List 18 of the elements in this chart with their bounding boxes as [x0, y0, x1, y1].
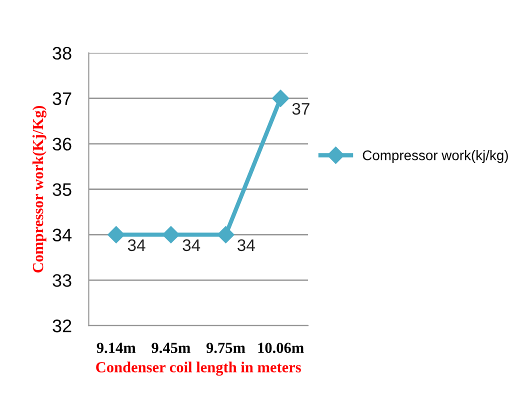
y-tick-label: 37: [52, 92, 72, 106]
data-label: 37: [292, 102, 310, 115]
x-tick-label: 9.14m: [96, 342, 136, 354]
y-tick-label: 38: [52, 46, 72, 60]
y-tick-label: 35: [52, 183, 72, 196]
x-axis-title: Condenser coil length in meters: [96, 362, 301, 376]
y-tick-label: 34: [52, 228, 72, 242]
x-tick-label: 9.75m: [206, 342, 246, 354]
data-label: 34: [182, 239, 200, 252]
y-tick-label: 32: [52, 320, 72, 332]
x-tick-label: 9.45m: [152, 342, 190, 354]
data-label: 34: [128, 239, 146, 252]
y-tick-label: 33: [52, 274, 72, 287]
data-label: 34: [238, 239, 255, 252]
y-axis-title: Compressor work(Kj/Kg): [32, 106, 46, 272]
legend-label: Compressor work(kj/kg): [362, 150, 508, 164]
y-tick-label: 36: [52, 138, 72, 151]
x-tick-label: 10.06m: [258, 342, 304, 354]
